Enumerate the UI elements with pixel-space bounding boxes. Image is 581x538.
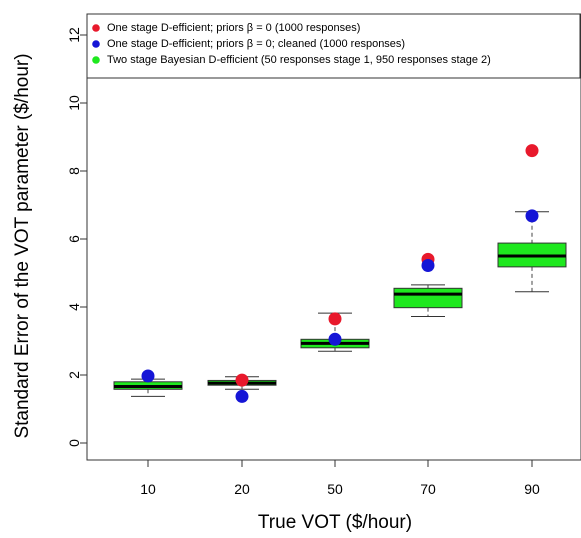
- data-point: [525, 144, 539, 158]
- data-point: [328, 332, 342, 346]
- data-point: [235, 373, 249, 387]
- box: [393, 287, 463, 309]
- y-axis-label: Standard Error of the VOT parameter ($/h…: [12, 53, 33, 438]
- legend-marker: [92, 24, 100, 32]
- whiskers: [131, 211, 549, 397]
- x-axis-label: True VOT ($/hour): [258, 512, 412, 533]
- y-tick-label: 10: [66, 95, 82, 111]
- plot-area: [86, 13, 581, 461]
- data-point: [328, 312, 342, 326]
- x-tick-label: 50: [327, 481, 343, 497]
- y-tick-label: 8: [66, 167, 82, 175]
- data-point: [235, 389, 249, 403]
- legend-marker: [92, 40, 100, 48]
- legend-entry: One stage D-efficient; priors β = 0 (100…: [107, 22, 360, 34]
- legend-marker: [92, 56, 100, 64]
- y-tick-label: 4: [66, 303, 82, 311]
- y-tick-label: 6: [66, 235, 82, 243]
- x-tick-label: 10: [140, 481, 156, 497]
- data-point: [421, 259, 435, 273]
- axes: 0 2 4 6 8 10 12 10 20 50 70 90: [66, 27, 540, 497]
- data-point: [525, 209, 539, 223]
- legend: One stage D-efficient; priors β = 0 (100…: [86, 13, 581, 79]
- x-tick-label: 90: [524, 481, 540, 497]
- x-tick-label: 70: [420, 481, 436, 497]
- y-tick-label: 12: [66, 27, 82, 43]
- legend-entry: Two stage Bayesian D-efficient (50 respo…: [107, 54, 491, 66]
- legend-box: [86, 13, 581, 79]
- legend-entry: One stage D-efficient; priors β = 0; cle…: [107, 38, 405, 50]
- plot-frame: [86, 13, 581, 461]
- points: [141, 144, 539, 403]
- y-tick-label: 0: [66, 439, 82, 447]
- data-point: [141, 369, 155, 383]
- y-tick-label: 2: [66, 371, 82, 379]
- x-tick-label: 20: [234, 481, 250, 497]
